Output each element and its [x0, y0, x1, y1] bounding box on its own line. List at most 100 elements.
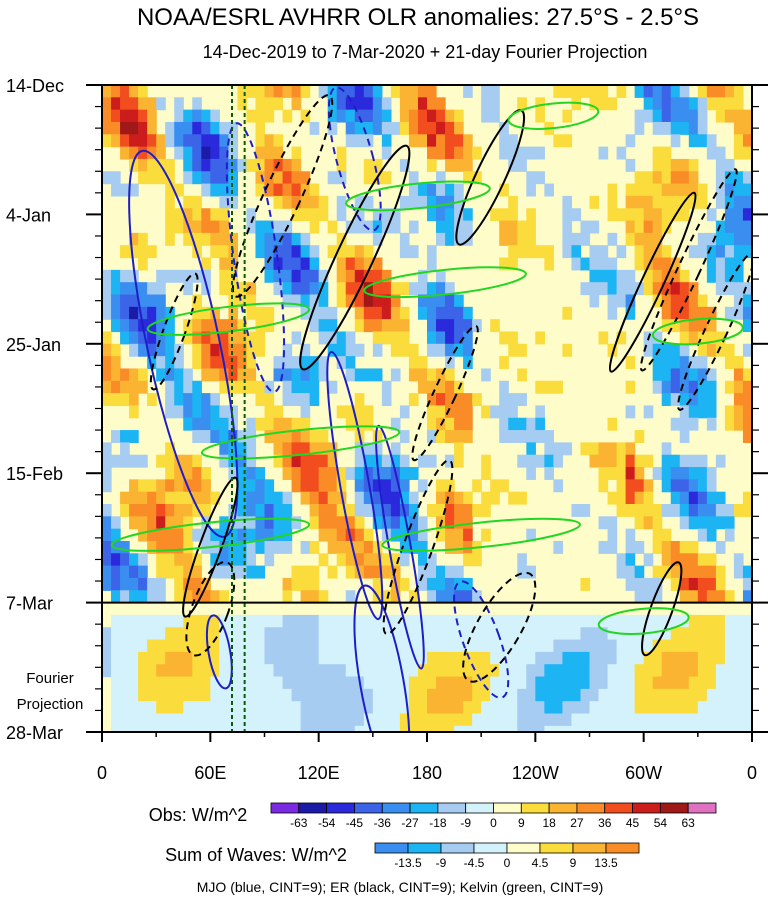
heatmap-cell — [697, 590, 708, 604]
heatmap-cell — [589, 269, 600, 283]
heatmap-cell — [706, 725, 717, 732]
heatmap-cell — [553, 442, 564, 456]
kelvin-contour — [200, 425, 401, 460]
heatmap-cell — [345, 294, 356, 308]
heatmap-cell — [219, 220, 229, 234]
heatmap-cell — [327, 491, 338, 505]
heatmap-cell — [436, 195, 446, 209]
heatmap-cell — [183, 109, 193, 123]
heatmap-cell — [201, 134, 211, 148]
heatmap-cell — [733, 725, 744, 732]
heatmap-cell — [706, 590, 717, 604]
heatmap-cell — [255, 121, 266, 135]
heatmap-cell — [327, 220, 338, 234]
heatmap-cell — [535, 331, 545, 345]
heatmap-cell — [399, 405, 410, 419]
heatmap-cell — [589, 195, 600, 209]
heatmap-cell — [174, 220, 184, 234]
heatmap-cell — [381, 97, 392, 111]
heatmap-cell — [165, 664, 175, 678]
heatmap-cell — [345, 565, 356, 579]
heatmap-cell — [336, 467, 347, 480]
heatmap-cell — [733, 257, 744, 271]
heatmap-cell — [679, 701, 690, 715]
heatmap-cell — [526, 220, 536, 234]
heatmap-cell — [679, 467, 690, 480]
heatmap-cell — [715, 491, 726, 505]
heatmap-cell — [111, 651, 121, 665]
heatmap-cell — [273, 356, 284, 370]
heatmap-cell — [174, 208, 184, 222]
heatmap-cell — [427, 639, 437, 653]
heatmap-cell — [111, 306, 121, 320]
heatmap-cell — [742, 319, 752, 333]
y-tick-label: 15-Feb — [6, 464, 63, 484]
heatmap-cell — [111, 725, 121, 732]
heatmap-cell — [282, 356, 293, 370]
heatmap-cell — [697, 195, 708, 209]
heatmap-cell — [562, 725, 573, 732]
kelvin-contour — [381, 517, 581, 552]
heatmap-cell — [454, 639, 464, 653]
heatmap-cell — [192, 417, 202, 431]
heatmap-cell — [553, 639, 564, 653]
heatmap-cell — [336, 97, 347, 111]
heatmap-cell — [228, 343, 239, 357]
heatmap-cell — [445, 417, 455, 431]
heatmap-cell — [192, 331, 202, 345]
heatmap-cell — [102, 467, 112, 480]
heatmap-cell — [499, 639, 509, 653]
heatmap-cell — [670, 565, 681, 579]
heatmap-cell — [643, 553, 654, 567]
heatmap-cell — [661, 504, 672, 517]
heatmap-cell — [381, 282, 392, 296]
heatmap-cell — [742, 504, 752, 517]
heatmap-cell — [255, 245, 266, 259]
heatmap-cell — [336, 528, 347, 542]
heatmap-cell — [589, 614, 600, 628]
heatmap-cell — [120, 540, 130, 554]
heatmap-cell — [102, 553, 112, 567]
heatmap-cell — [381, 701, 392, 715]
heatmap-cell — [697, 553, 708, 567]
heatmap-cell — [147, 516, 157, 530]
heatmap-cell — [156, 639, 166, 653]
heatmap-cell — [526, 467, 536, 480]
heatmap-cell — [679, 393, 690, 407]
heatmap-cell — [715, 688, 726, 702]
heatmap-cell — [165, 676, 175, 690]
heatmap-cell — [228, 331, 239, 345]
heatmap-cell — [697, 688, 708, 702]
heatmap-cell — [733, 651, 744, 665]
heatmap-cell — [372, 479, 383, 493]
heatmap-cell — [354, 516, 365, 530]
heatmap-cell — [138, 158, 148, 172]
heatmap-cell — [544, 713, 554, 727]
heatmap-cell — [363, 294, 374, 308]
waves-colorbar: -13.5 -9 -4.5 0 4.5 9 13.5 — [374, 842, 640, 870]
heatmap-cell — [580, 220, 591, 234]
heatmap-cell — [706, 331, 717, 345]
heatmap-cell — [381, 319, 392, 333]
heatmap-cell — [363, 553, 374, 567]
heatmap-cell — [670, 713, 681, 727]
heatmap-cell — [300, 368, 311, 382]
heatmap-cell — [688, 417, 699, 431]
heatmap-cell — [174, 109, 184, 123]
heatmap-cell — [634, 430, 645, 443]
heatmap-cell — [255, 676, 266, 690]
heatmap-cell — [165, 380, 175, 394]
heatmap-cell — [724, 269, 735, 283]
heatmap-cell — [472, 504, 482, 517]
heatmap-cell — [499, 393, 509, 407]
heatmap-cell — [697, 368, 708, 382]
heatmap-cell — [427, 282, 437, 296]
heatmap-cell — [309, 467, 320, 480]
heatmap-cell — [138, 109, 148, 123]
heatmap-cell — [111, 639, 121, 653]
heatmap-cell — [327, 454, 338, 468]
heatmap-cell — [571, 701, 582, 715]
heatmap-cell — [336, 627, 347, 641]
heatmap-cell — [544, 454, 554, 468]
